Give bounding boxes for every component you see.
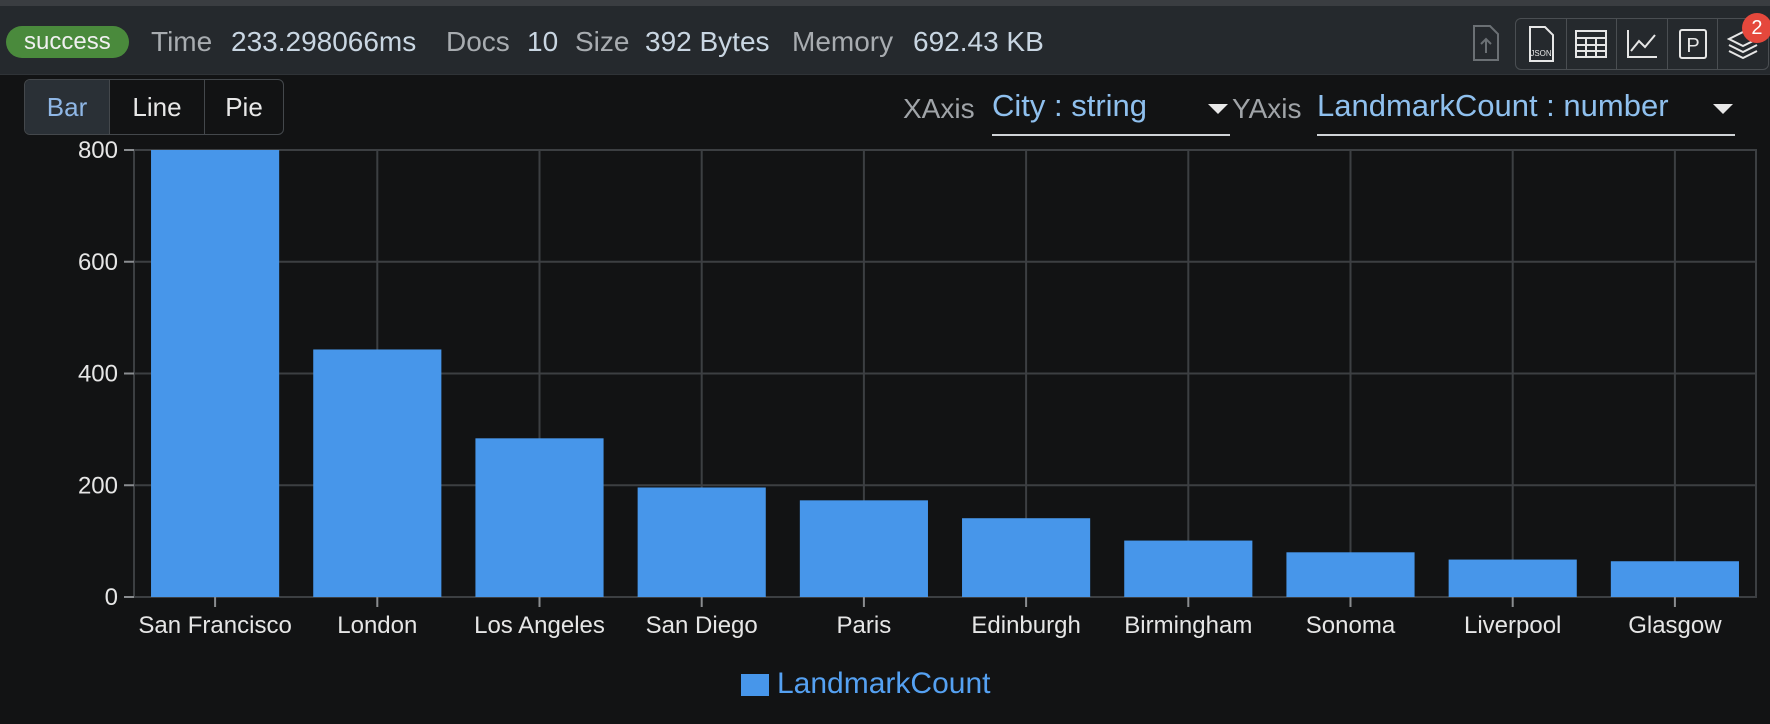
y-axis-value: LandmarkCount : number: [1317, 88, 1669, 123]
size-value: 392 Bytes: [645, 26, 770, 57]
status-bar: success Time 233.298066ms Docs 10 Size 3…: [0, 6, 1770, 75]
bar[interactable]: [962, 518, 1091, 597]
legend-swatch: [741, 674, 769, 696]
docs-value: 10: [527, 26, 559, 57]
y-axis-select[interactable]: LandmarkCount : number: [1317, 82, 1735, 136]
upload-button[interactable]: [1463, 18, 1509, 68]
line-chart-icon: [1626, 30, 1657, 58]
y-tick-label: 600: [78, 249, 118, 276]
y-tick-label: 0: [105, 584, 118, 611]
x-tick-label: Sonoma: [1306, 612, 1396, 639]
chevron-down-icon: [1713, 104, 1733, 114]
bar[interactable]: [1286, 552, 1415, 597]
x-axis-select[interactable]: City : string: [992, 82, 1230, 136]
time-label: Time: [151, 26, 213, 57]
line-chart-tab[interactable]: Line: [110, 80, 205, 134]
y-tick-label: 400: [78, 361, 118, 388]
chart-type-switch: Bar Line Pie: [24, 79, 284, 135]
x-tick-label: Paris: [837, 612, 892, 639]
bar[interactable]: [151, 150, 280, 597]
bar[interactable]: [799, 500, 928, 597]
chart-legend[interactable]: LandmarkCount: [741, 667, 991, 700]
bar[interactable]: [1448, 559, 1577, 597]
p-icon: P: [1678, 29, 1707, 59]
bar[interactable]: [1610, 561, 1739, 597]
y-axis-label: YAxis: [1232, 93, 1302, 124]
p-view-button[interactable]: P: [1668, 19, 1719, 69]
y-tick-label: 800: [78, 140, 118, 164]
bar[interactable]: [313, 349, 442, 597]
stack-view-button[interactable]: 2: [1718, 13, 1770, 69]
bar[interactable]: [637, 487, 766, 597]
window-top-edge: [0, 0, 1770, 6]
legend-label[interactable]: LandmarkCount: [777, 667, 991, 700]
bar[interactable]: [475, 438, 604, 597]
chart-bars: [151, 150, 1739, 597]
json-icon-text: JSON: [1530, 49, 1552, 58]
x-tick-label: Los Angeles: [474, 612, 605, 639]
x-tick-label: San Francisco: [138, 612, 291, 639]
status-badge: success: [6, 26, 129, 58]
x-axis-ticks: San Francisco London Los Angeles San Diego P…: [138, 597, 1722, 639]
memory-label: Memory: [792, 26, 894, 57]
y-axis-ticks: 0 200 400 600 800: [78, 140, 134, 611]
json-view-button[interactable]: JSON: [1516, 19, 1567, 69]
x-tick-label: Birmingham: [1124, 612, 1252, 639]
table-view-button[interactable]: [1567, 19, 1618, 69]
upload-icon: [1473, 25, 1499, 61]
view-mode-toolbar: JSON P 2: [1515, 13, 1770, 70]
bar-chart: 0 200 400 600 800 San Francisco London Los Ang…: [78, 140, 1757, 700]
x-axis-value: City : string: [992, 88, 1148, 123]
x-tick-label: Edinburgh: [971, 612, 1080, 639]
x-tick-label: San Diego: [646, 612, 758, 639]
table-icon: [1575, 30, 1608, 58]
size-label: Size: [575, 26, 630, 57]
x-tick-label: Liverpool: [1464, 612, 1561, 639]
time-value: 233.298066ms: [231, 26, 417, 57]
p-icon-text: P: [1686, 35, 1699, 57]
x-tick-label: Glasgow: [1628, 612, 1722, 639]
x-tick-label: London: [337, 612, 417, 639]
bar-chart-tab[interactable]: Bar: [25, 80, 110, 134]
memory-value: 692.43 KB: [913, 26, 1044, 57]
bar[interactable]: [1124, 540, 1253, 597]
pie-chart-tab[interactable]: Pie: [225, 92, 263, 122]
y-tick-label: 200: [78, 472, 118, 499]
json-file-icon: JSON: [1528, 26, 1554, 62]
chevron-down-icon: [1208, 104, 1228, 114]
notification-badge: 2: [1741, 13, 1770, 43]
x-axis-label: XAxis: [903, 93, 975, 124]
chart-view-button[interactable]: [1617, 19, 1668, 69]
docs-label: Docs: [446, 26, 510, 57]
